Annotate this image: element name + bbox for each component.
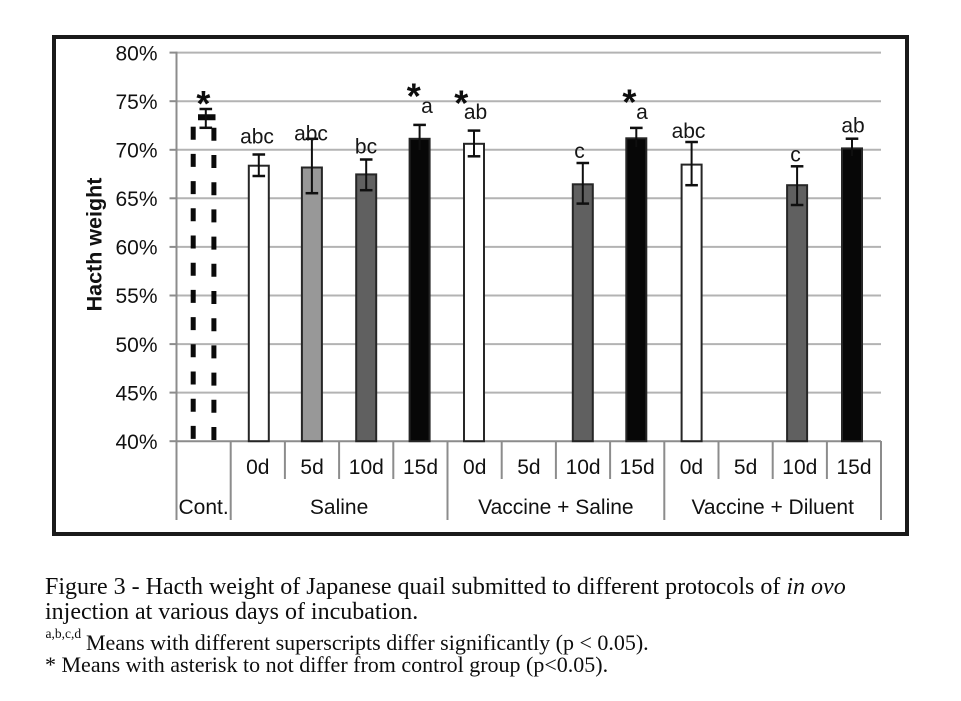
svg-text:60%: 60% <box>115 237 157 260</box>
svg-text:Vaccine + Saline: Vaccine + Saline <box>478 496 633 519</box>
svg-text:bc: bc <box>355 136 377 159</box>
svg-text:50%: 50% <box>115 334 157 357</box>
svg-text:75%: 75% <box>115 91 157 114</box>
svg-text:*: * <box>407 76 421 117</box>
svg-text:abc: abc <box>240 126 274 149</box>
svg-text:c: c <box>574 140 585 163</box>
svg-text:0d: 0d <box>246 456 269 479</box>
svg-text:Hacth weight: Hacth weight <box>83 178 107 312</box>
svg-text:10d: 10d <box>566 456 601 479</box>
svg-text:40%: 40% <box>115 431 157 454</box>
svg-text:15d: 15d <box>403 456 438 479</box>
svg-text:10d: 10d <box>782 456 817 479</box>
svg-text:ab: ab <box>464 101 487 124</box>
svg-text:ab: ab <box>841 115 864 138</box>
svg-text:45%: 45% <box>115 382 157 405</box>
svg-text:Cont.: Cont. <box>178 496 228 519</box>
svg-text:5d: 5d <box>734 456 757 479</box>
svg-text:Vaccine + Diluent: Vaccine + Diluent <box>691 496 854 519</box>
svg-text:*: * <box>622 82 636 123</box>
svg-text:70%: 70% <box>115 139 157 162</box>
svg-text:5d: 5d <box>517 456 540 479</box>
svg-text:*: * <box>196 83 210 124</box>
svg-text:15d: 15d <box>620 456 655 479</box>
svg-text:a: a <box>421 95 433 118</box>
svg-text:55%: 55% <box>115 285 157 308</box>
svg-text:0d: 0d <box>463 456 486 479</box>
svg-text:15d: 15d <box>836 456 871 479</box>
svg-text:c: c <box>790 144 801 167</box>
svg-text:10d: 10d <box>349 456 384 479</box>
svg-text:0d: 0d <box>680 456 703 479</box>
svg-text:abc: abc <box>294 123 328 146</box>
svg-text:5d: 5d <box>300 456 323 479</box>
svg-text:abc: abc <box>672 120 706 143</box>
svg-text:80%: 80% <box>115 42 157 65</box>
svg-text:*: * <box>454 83 468 124</box>
svg-text:a: a <box>636 101 648 124</box>
svg-text:65%: 65% <box>115 188 157 211</box>
svg-text:Saline: Saline <box>310 496 368 519</box>
